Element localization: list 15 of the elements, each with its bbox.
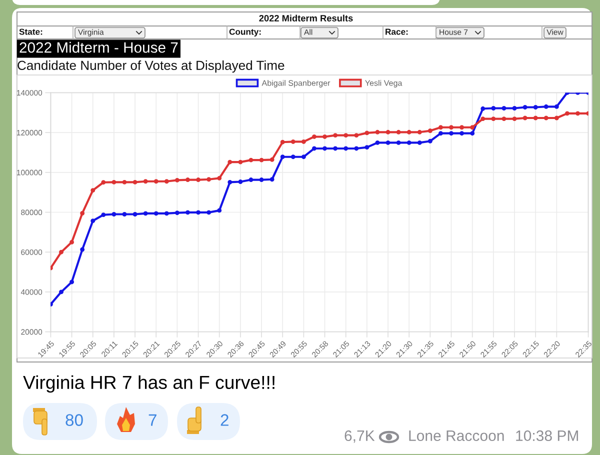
text: 7 (148, 414, 156, 426)
text: Lone Raccoon (409, 430, 504, 442)
text: 10:38 PM (516, 430, 578, 442)
text: 2022 Midterm Results (259, 14, 353, 22)
legend-label: Abigail Spanberger (262, 80, 330, 88)
text: 80 (66, 414, 83, 426)
chart-subtitle: Candidate Number of Votes at Displayed Time (18, 60, 284, 73)
text: State: (19, 28, 42, 35)
legend-label: Yesli Vega (365, 80, 402, 88)
text: County: (229, 28, 261, 37)
text: Race: (386, 28, 408, 35)
chart-title: 2022 Midterm - House 7 (20, 42, 178, 53)
text: 6,7K (344, 430, 375, 443)
text: Virginia HR 7 has an F curve!!! (23, 375, 274, 393)
text: 2 (220, 414, 228, 426)
